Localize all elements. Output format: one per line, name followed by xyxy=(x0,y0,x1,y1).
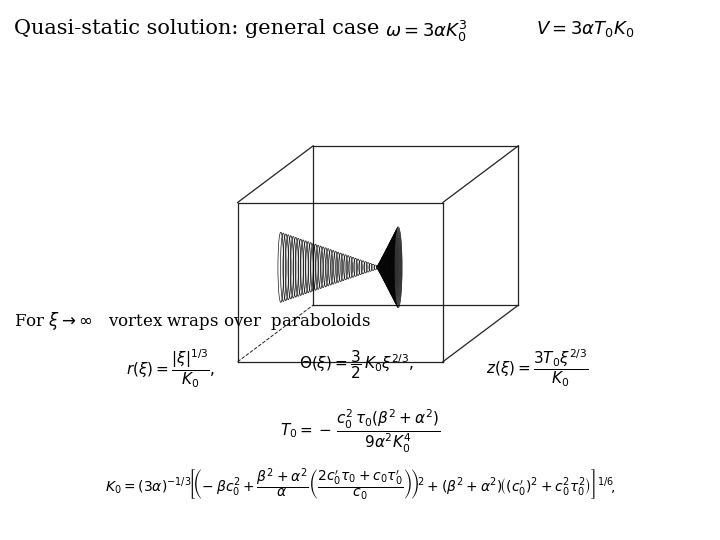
Text: $T_0 = -\,\dfrac{c_0^2\,\tau_0(\beta^2+\alpha^2)}{9\alpha^2 K_0^4}$: $T_0 = -\,\dfrac{c_0^2\,\tau_0(\beta^2+\… xyxy=(280,408,440,455)
Text: For $\xi \rightarrow \infty$   vortex wraps over  paraboloids: For $\xi \rightarrow \infty$ vortex wrap… xyxy=(14,310,372,333)
Text: $r(\xi) = \dfrac{|\xi|^{1/3}}{K_0},$: $r(\xi) = \dfrac{|\xi|^{1/3}}{K_0},$ xyxy=(126,348,215,390)
Text: $K_0 = (3\alpha)^{-1/3}\!\left[\!\left(\!-\beta c_0^2 + \dfrac{\beta^2+\alpha^2}: $K_0 = (3\alpha)^{-1/3}\!\left[\!\left(\… xyxy=(104,467,616,503)
Text: $\Theta(\xi) = \dfrac{3}{2}\,K_0\xi^{2/3},$: $\Theta(\xi) = \dfrac{3}{2}\,K_0\xi^{2/3… xyxy=(299,348,414,381)
Text: $z(\xi) = \dfrac{3T_0\xi^{2/3}}{K_0}$: $z(\xi) = \dfrac{3T_0\xi^{2/3}}{K_0}$ xyxy=(486,348,589,389)
Polygon shape xyxy=(281,232,378,302)
Text: $\omega = 3\alpha K_0^3$: $\omega = 3\alpha K_0^3$ xyxy=(385,19,468,44)
Polygon shape xyxy=(378,227,398,308)
Text: $V = 3\alpha T_0 K_0$: $V = 3\alpha T_0 K_0$ xyxy=(536,19,634,39)
Text: Quasi-static solution: general case: Quasi-static solution: general case xyxy=(14,19,379,38)
